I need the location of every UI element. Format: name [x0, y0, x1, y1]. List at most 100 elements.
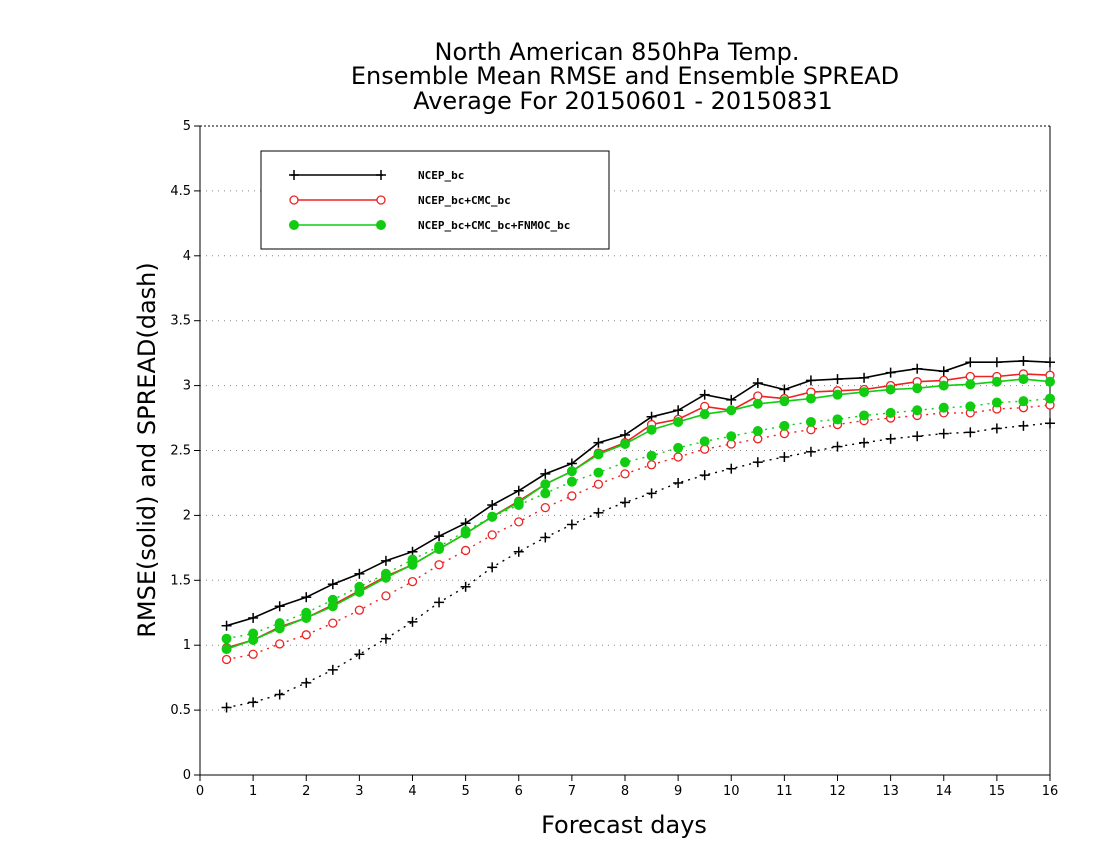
series-ncep-bc-rmse-point-5	[354, 568, 365, 579]
series-ncep-bc-cmc-bc-fnmoc-bc-rmse-point-26	[912, 383, 923, 394]
series-ncep-bc-cmc-bc-fnmoc-bc-rmse-point-29	[991, 376, 1002, 387]
legend-label-ncep-bc-cmc-bc: NCEP_bc+CMC_bc	[418, 194, 511, 207]
series-ncep-bc-rmse-point-20	[752, 378, 763, 389]
series-ncep-bc-cmc-bc-fnmoc-bc-rmse-point-11	[513, 497, 524, 508]
series-ncep-bc-cmc-bc-spread-point-8	[434, 560, 444, 570]
series-ncep-bc-rmse-point-29	[991, 357, 1002, 368]
series-ncep-bc-cmc-bc-fnmoc-bc-rmse-point-25	[885, 384, 896, 395]
series-ncep-bc-spread-point-1	[248, 697, 259, 708]
series-ncep-bc-spread-point-16	[646, 488, 657, 499]
x-tick-label-0: 0	[196, 784, 204, 799]
series-ncep-bc-cmc-bc-spread-point-5	[354, 605, 365, 615]
series-ncep-bc-spread-point-30	[1018, 420, 1029, 431]
series-ncep-bc-rmse-point-11	[513, 485, 524, 496]
series-ncep-bc-cmc-bc-spread-point-17	[673, 452, 683, 462]
series-ncep-bc-rmse-point-28	[965, 357, 976, 368]
title-line-2: Ensemble Mean RMSE and Ensemble SPREAD	[351, 62, 899, 90]
gridlines	[200, 190, 1050, 711]
series-ncep-bc-cmc-bc-fnmoc-bc-rmse-point-18	[699, 409, 710, 420]
series-ncep-bc-spread-point-6	[380, 633, 391, 644]
series-ncep-bc-rmse-point-30	[1018, 355, 1029, 366]
series-ncep-bc-cmc-bc-fnmoc-bc-rmse-point-28	[965, 379, 976, 390]
series-ncep-bc-spread-point-11	[513, 546, 524, 557]
legend-label-ncep-bc-cmc-bc-fnmoc-bc: NCEP_bc+CMC_bc+FNMOC_bc	[418, 219, 570, 232]
series-ncep-bc-cmc-bc-fnmoc-bc-spread-point-31	[1045, 393, 1055, 404]
legend-marker-right-ncep-bc	[376, 170, 386, 180]
series-ncep-bc-rmse-point-3	[301, 592, 312, 603]
series-ncep-bc-cmc-bc-fnmoc-bc-spread-point-21	[779, 420, 790, 431]
series-ncep-bc-cmc-bc-fnmoc-bc-spread-point-12	[540, 488, 551, 499]
series-ncep-bc-cmc-bc-fnmoc-bc-spread-point-0	[221, 633, 232, 644]
series-ncep-bc-spread-point-4	[327, 664, 338, 675]
y-tick-label-7: 3.5	[170, 314, 191, 329]
series-ncep-bc-spread-point-19	[726, 463, 737, 474]
x-tick-label-2: 2	[302, 784, 310, 799]
series-ncep-bc-spread-point-7	[407, 616, 418, 627]
x-tick-label-15: 15	[989, 784, 1006, 799]
legend-marker-left-ncep-bc-cmc-bc-fnmoc-bc	[289, 220, 299, 230]
series-ncep-bc-cmc-bc-spread-point-7	[407, 576, 418, 587]
series-ncep-bc-spread-point-3	[301, 677, 312, 688]
series-ncep-bc-cmc-bc-fnmoc-bc-spread-point-18	[699, 436, 710, 447]
series-ncep-bc-spread-point-28	[965, 427, 976, 438]
x-tick-label-16: 16	[1042, 784, 1059, 799]
legend-box	[260, 150, 610, 250]
series-ncep-bc-cmc-bc-fnmoc-bc-rmse-point-15	[620, 439, 630, 450]
series-ncep-bc-rmse-point-24	[859, 372, 870, 383]
y-axis-title: RMSE(solid) and SPREAD(dash)	[133, 262, 161, 638]
series-ncep-bc-cmc-bc-fnmoc-bc-rmse-point-10	[487, 511, 498, 522]
series-ncep-bc-cmc-bc-spread-point-14	[593, 479, 604, 489]
series-ncep-bc-cmc-bc-fnmoc-bc-spread-point-15	[620, 457, 630, 468]
series-ncep-bc-rmse-point-17	[673, 405, 684, 416]
series-ncep-bc-rmse-point-23	[832, 374, 843, 385]
series-ncep-bc-cmc-bc-fnmoc-bc-rmse-point-7	[407, 559, 418, 570]
series-ncep-bc-cmc-bc-fnmoc-bc-spread-point-24	[859, 410, 870, 421]
series-ncep-bc-spread-point-22	[805, 446, 816, 457]
y-tick-label-5: 2.5	[170, 444, 191, 459]
x-tick-label-8: 8	[621, 784, 629, 799]
series-ncep-bc-rmse-point-6	[380, 555, 391, 566]
series-ncep-bc-spread-point-5	[354, 649, 365, 660]
series-ncep-bc-cmc-bc-fnmoc-bc-spread-point-17	[673, 442, 684, 453]
legend-marker-left-ncep-bc	[289, 170, 299, 180]
y-tick-label-1: 0.5	[170, 703, 191, 718]
series-ncep-bc-spread-point-14	[593, 507, 604, 518]
series-ncep-bc-cmc-bc-fnmoc-bc-rmse-point-0	[221, 644, 232, 655]
legend: NCEP_bc NCEP_bc+CMC_bc NCEP_bc+CMC_bc+FNMO…	[260, 150, 610, 250]
series-ncep-bc-cmc-bc-fnmoc-bc-spread-point-27	[938, 402, 949, 413]
series-ncep-bc-cmc-bc-spread-point-10	[487, 530, 497, 540]
x-tick-label-11: 11	[776, 784, 793, 799]
y-tick-label-8: 4	[183, 249, 191, 264]
series-ncep-bc-cmc-bc-fnmoc-bc-rmse-point-27	[938, 380, 949, 391]
series-ncep-bc-cmc-bc-fnmoc-bc-rmse-point-13	[566, 466, 577, 477]
series-ncep-bc-rmse-point-4	[327, 579, 338, 590]
series-ncep-bc-cmc-bc-fnmoc-bc-rmse-point-16	[646, 424, 657, 435]
series-ncep-bc-cmc-bc-fnmoc-bc-rmse-point-6	[380, 572, 391, 583]
x-tick-label-1: 1	[249, 784, 257, 799]
x-tick-label-7: 7	[568, 784, 576, 799]
legend-marker-left-ncep-bc-cmc-bc	[289, 195, 299, 205]
series-ncep-bc-spread-point-26	[912, 431, 923, 442]
series-ncep-bc-spread-point-10	[487, 562, 498, 573]
series-ncep-bc-spread-point-25	[885, 433, 896, 444]
series-ncep-bc-rmse-line	[226, 360, 1051, 627]
series-ncep-bc-spread-point-15	[620, 497, 630, 508]
series-ncep-bc-cmc-bc-fnmoc-bc-rmse-point-2	[274, 623, 285, 634]
series-ncep-bc-cmc-bc-fnmoc-bc-rmse-point-14	[593, 449, 604, 460]
series-ncep-bc-cmc-bc-fnmoc-bc-rmse-point-24	[859, 387, 870, 398]
x-tick-label-10: 10	[723, 784, 740, 799]
x-tick-label-9: 9	[674, 784, 682, 799]
series-ncep-bc-spread-point-0	[221, 702, 232, 713]
series-ncep-bc-cmc-bc-spread-point-13	[567, 491, 577, 501]
series-ncep-bc-cmc-bc-fnmoc-bc-spread-point-20	[752, 426, 763, 437]
series-ncep-bc-rmse-point-18	[699, 389, 710, 400]
series-ncep-bc-cmc-bc-spread-point-6	[381, 591, 391, 601]
series-ncep-bc-cmc-bc-fnmoc-bc-rmse-point-17	[673, 416, 684, 427]
legend-marker-right-ncep-bc-cmc-bc	[376, 195, 386, 205]
series-ncep-bc-spread-point-12	[540, 532, 551, 543]
series-ncep-bc-spread-line	[226, 422, 1051, 709]
x-tick-label-14: 14	[935, 784, 952, 799]
series-ncep-bc-cmc-bc-fnmoc-bc-rmse-point-21	[779, 396, 790, 407]
series-ncep-bc-cmc-bc-fnmoc-bc-spread-point-16	[646, 450, 657, 461]
